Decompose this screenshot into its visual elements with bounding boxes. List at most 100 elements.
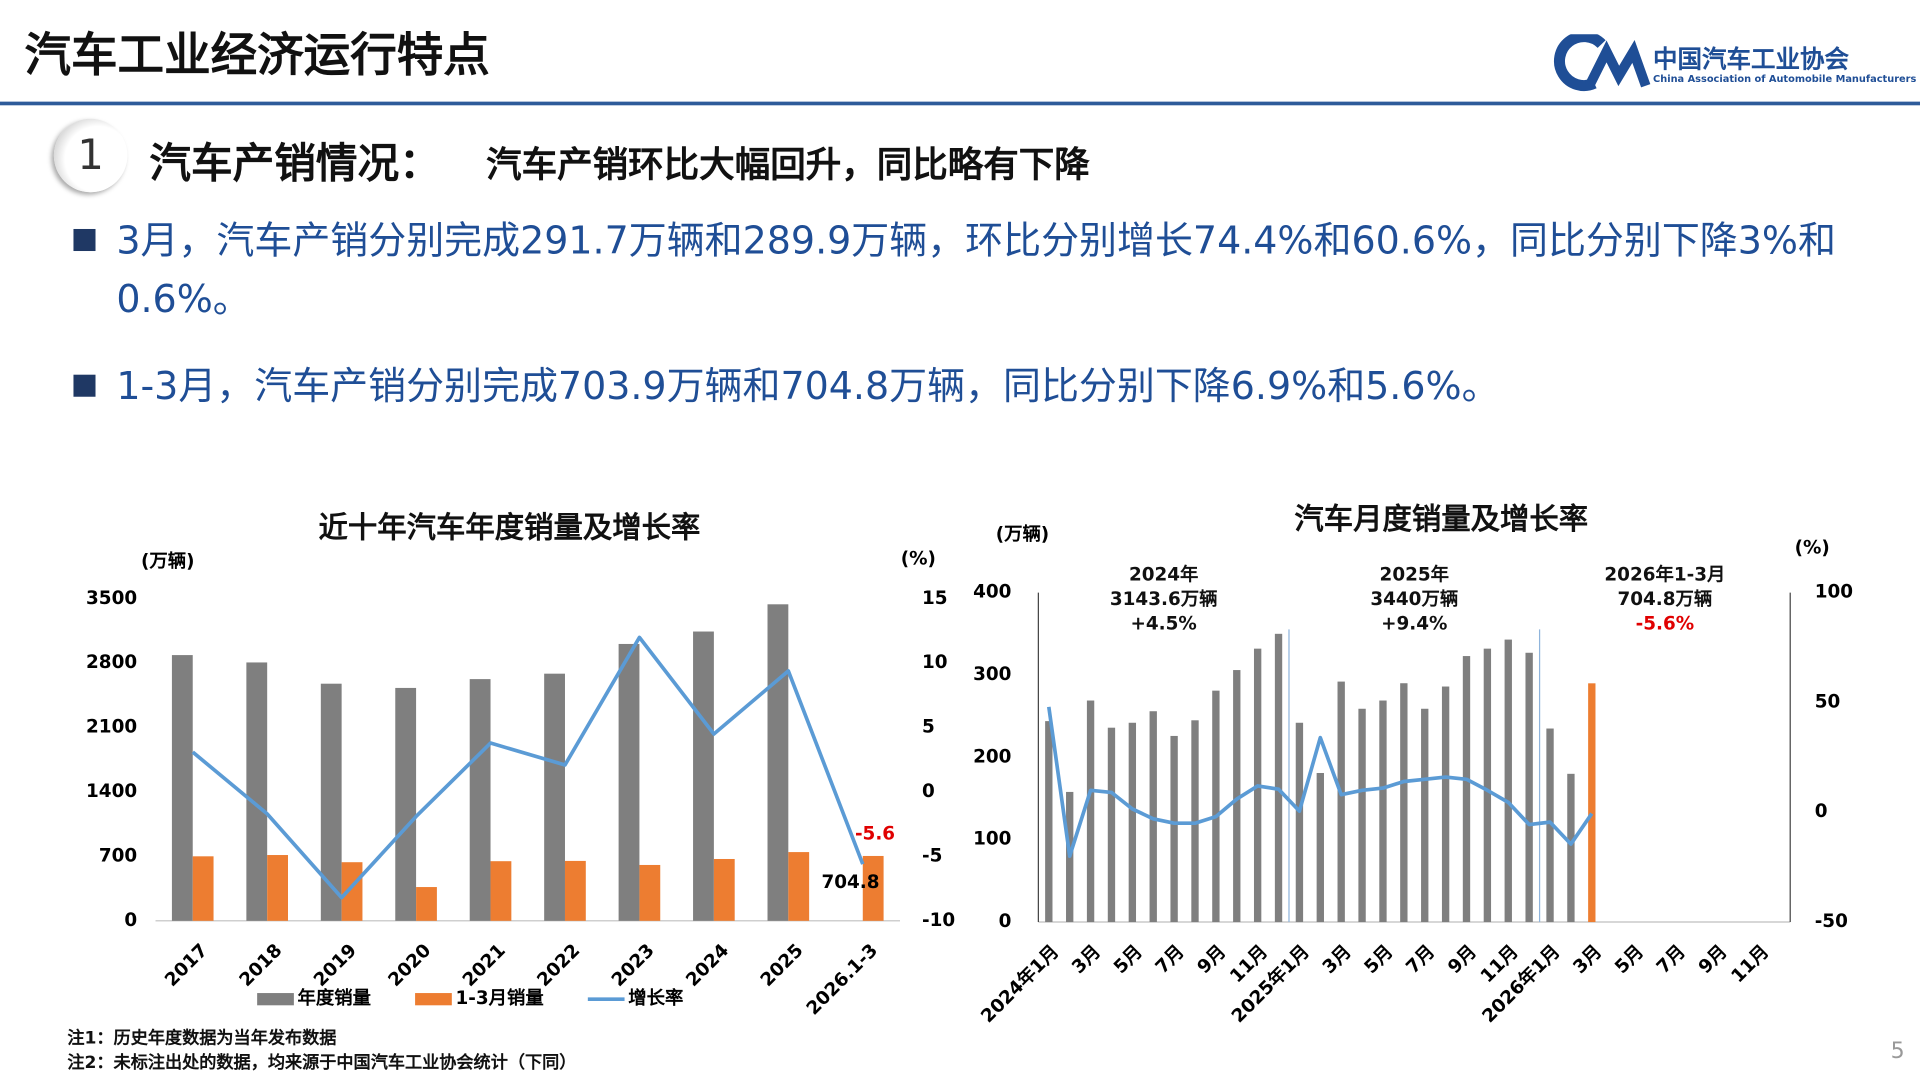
x-tick-label: 2024年1月: [977, 940, 1064, 1027]
legend-label: 1-3月销量: [455, 987, 543, 1009]
y-tick-label: 100: [973, 829, 1011, 850]
x-tick-label: 5月: [1361, 941, 1398, 978]
y2-tick-label: 50: [1815, 691, 1841, 712]
x-tick-label: 2019: [310, 940, 361, 991]
bar: [1191, 720, 1199, 923]
annotation: 704.8万辆: [1617, 588, 1712, 610]
legend-label: 年度销量: [298, 987, 371, 1009]
legend-swatch: [415, 993, 452, 1006]
slide-title: 汽车工业经济运行特点: [24, 28, 490, 83]
y2-tick-label: 0: [1815, 801, 1828, 822]
bar: [1358, 708, 1366, 923]
bar: [1546, 728, 1554, 923]
x-tick-label: 2021: [459, 940, 510, 991]
bar: [395, 687, 417, 921]
footnote: 注1：历史年度数据为当年发布数据: [67, 1028, 337, 1049]
y-tick-label: 700: [99, 845, 137, 866]
logo-mark: [1554, 34, 1651, 92]
data-label: 704.8: [821, 872, 879, 893]
x-tick-label: 2020: [384, 940, 435, 991]
x-tick-label: 7月: [1653, 941, 1690, 978]
annotation: +9.4%: [1381, 613, 1447, 634]
bar: [416, 887, 437, 921]
logo-text: 中国汽车工业协会: [1653, 44, 1849, 74]
y2-tick-label: -50: [1815, 911, 1848, 932]
y-tick-label: 400: [973, 582, 1011, 603]
y-tick-label: 3500: [86, 588, 137, 609]
bar: [1483, 648, 1492, 923]
bar: [1149, 711, 1157, 923]
x-tick-label: 11月: [1727, 941, 1773, 987]
bar: [1567, 773, 1575, 923]
bar: [713, 858, 735, 921]
bar: [1295, 722, 1304, 923]
bar: [1045, 721, 1053, 923]
annotation: 2025年: [1380, 564, 1449, 586]
bar: [1316, 772, 1324, 923]
bar: [1128, 722, 1137, 923]
bar: [1525, 652, 1533, 923]
data-label: -5.6: [855, 824, 895, 845]
bar: [192, 856, 214, 921]
bar: [1462, 656, 1471, 923]
bar: [267, 855, 289, 921]
bar: [341, 862, 363, 921]
chart-title: 近十年汽车年度销量及增长率: [318, 510, 700, 544]
bar: [544, 673, 565, 921]
bar: [320, 683, 342, 921]
x-tick-label: 5月: [1110, 941, 1147, 978]
y2-tick-label: 5: [922, 717, 935, 738]
annotation: -5.6%: [1636, 613, 1695, 634]
bar: [1379, 700, 1387, 923]
bar: [1170, 735, 1178, 923]
y2-tick-label: 0: [922, 781, 935, 802]
annotation: +4.5%: [1131, 613, 1197, 634]
bar: [767, 604, 789, 921]
bar: [490, 861, 512, 921]
x-tick-label: 2025: [757, 940, 808, 991]
legend-swatch: [257, 993, 294, 1006]
y2-tick-label: -5: [922, 845, 942, 866]
y2-axis-label: (%): [901, 549, 936, 570]
x-tick-label: 3月: [1569, 941, 1606, 978]
bar: [1086, 700, 1095, 923]
y-tick-label: 300: [973, 664, 1011, 685]
y-tick-label: 1400: [86, 781, 137, 802]
x-tick-label: 2026.1-3: [803, 940, 882, 1019]
logo-m: [1585, 40, 1651, 88]
section-title: 汽车产销情况：: [149, 139, 441, 189]
bar: [469, 679, 491, 921]
annotation: 3143.6万辆: [1110, 588, 1218, 610]
logo-subtext: China Association of Automobile Manufact…: [1653, 73, 1917, 85]
bullet-text: 1-3月，汽车产销分别完成703.9万辆和704.8万辆，同比分别下降6.9%和…: [116, 364, 1500, 409]
bar: [1107, 727, 1116, 923]
x-tick-label: 3月: [1068, 941, 1105, 978]
bar: [1274, 633, 1283, 923]
chart-title: 汽车月度销量及增长率: [1294, 502, 1588, 536]
bar: [246, 662, 268, 921]
bullet-marker: [73, 374, 96, 397]
line: [191, 635, 865, 900]
y-axis-label: (万辆): [141, 550, 195, 572]
y2-tick-label: -10: [922, 910, 955, 931]
x-tick-label: 2018: [236, 940, 287, 991]
bar: [693, 631, 714, 921]
bar: [1400, 683, 1408, 923]
x-tick-label: 7月: [1402, 941, 1439, 978]
header-rule: [0, 101, 1920, 106]
x-tick-label: 2024: [682, 940, 733, 991]
y2-tick-label: 15: [922, 588, 948, 609]
section-subtitle: 汽车产销环比大幅回升，同比略有下降: [486, 143, 1090, 185]
bar: [1504, 639, 1512, 923]
bar: [1233, 670, 1241, 923]
line: [1046, 706, 1594, 859]
annotation: 3440万辆: [1370, 588, 1458, 610]
bar: [1337, 681, 1345, 923]
section-number: 1: [53, 118, 128, 193]
bar: [639, 864, 661, 921]
y-tick-label: 0: [999, 911, 1012, 932]
bar: [1212, 690, 1220, 923]
y-axis-label: (万辆): [996, 523, 1050, 545]
bar: [618, 643, 640, 921]
